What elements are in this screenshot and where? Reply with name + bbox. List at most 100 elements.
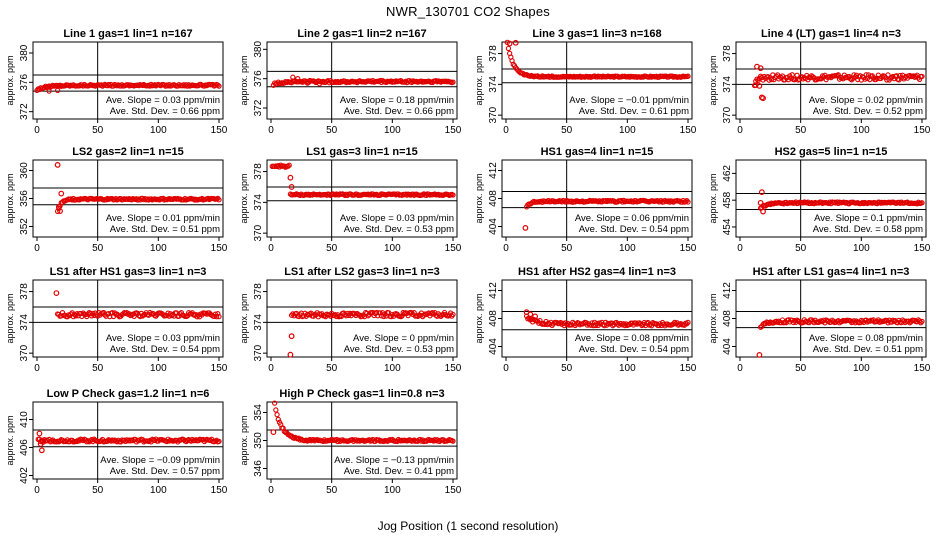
data-series: [287, 309, 456, 358]
data-point: [589, 320, 595, 326]
stddev-annotation: Ave. Std. Dev. = 0.51 ppm: [813, 344, 923, 355]
data-point: [861, 200, 867, 207]
data-point: [370, 309, 376, 316]
y-tick-label: 352: [19, 218, 30, 235]
data-point: [919, 73, 925, 79]
y-axis-label: approx. ppm: [5, 293, 15, 343]
x-tick-label: 50: [326, 485, 338, 496]
outlier-point: [57, 208, 63, 215]
x-tick-label: 150: [680, 125, 697, 136]
plot-frame: [32, 279, 224, 358]
data-point: [510, 61, 516, 68]
data-point: [216, 83, 222, 89]
outlier-point: [54, 161, 61, 168]
outlier-point: [287, 351, 294, 358]
x-tick-label: 100: [384, 363, 401, 374]
outlier-point: [270, 429, 277, 436]
y-tick-label: 356: [19, 190, 30, 207]
outlier-point: [760, 208, 766, 215]
y-axis-label: approx. ppm: [239, 55, 249, 105]
panel-title: Line 4 (LT) gas=1 lin=4 n=3: [761, 28, 901, 40]
panel-title: HS1 gas=4 lin=1 n=15: [541, 146, 654, 158]
x-tick-label: 100: [619, 243, 636, 254]
data-point: [286, 162, 292, 168]
y-axis-label: approx. ppm: [5, 173, 15, 223]
x-tick-label: 50: [795, 243, 807, 254]
x-tick-label: 0: [737, 125, 743, 136]
data-point: [169, 312, 175, 319]
x-tick-label: 0: [737, 243, 743, 254]
stddev-annotation: Ave. Std. Dev. = 0.66 ppm: [110, 106, 220, 117]
slope-annotation: Ave. Slope = 0.18 ppm/min: [340, 95, 454, 106]
data-point: [685, 73, 691, 79]
data-point: [316, 81, 323, 87]
x-tick-label: 0: [503, 125, 509, 136]
x-tick-label: 50: [326, 125, 338, 136]
slope-annotation: Ave. Slope = 0.03 ppm/min: [106, 333, 220, 344]
slope-annotation: Ave. Slope = −0.09 ppm/min: [100, 455, 220, 466]
x-tick-label: 100: [619, 363, 636, 374]
slope-annotation: Ave. Slope = 0.03 ppm/min: [340, 213, 454, 224]
data-series: [757, 189, 925, 215]
slope-annotation: Ave. Slope = −0.13 ppm/min: [334, 455, 454, 466]
x-tick-label: 0: [268, 363, 274, 374]
panel-2: Line 2 gas=1 lin=2 n=167 0 50 100 150 372 376 3…: [239, 28, 462, 136]
data-point: [290, 74, 296, 80]
data-point: [215, 311, 221, 317]
y-tick-label: 380: [19, 44, 30, 61]
x-tick-label: 150: [680, 243, 697, 254]
y-tick-label: 406: [19, 439, 30, 456]
plot-frame: [501, 41, 693, 120]
data-point: [54, 87, 61, 94]
data-point: [633, 320, 639, 326]
panel-5: LS2 gas=2 lin=1 n=15 0 50 100 150 352 356 360 ap…: [5, 146, 228, 254]
y-tick-label: 408: [488, 190, 499, 207]
data-point: [216, 313, 222, 320]
y-tick-label: 370: [722, 106, 733, 123]
panel-title: LS2 gas=2 lin=1 n=15: [72, 146, 184, 158]
slope-annotation: Ave. Slope = 0 ppm/min: [353, 333, 454, 344]
x-tick-label: 50: [795, 363, 807, 374]
y-tick-label: 462: [722, 165, 733, 182]
data-series: [54, 161, 222, 215]
data-point: [663, 73, 669, 79]
plot-frame: [32, 41, 224, 120]
data-series: [270, 400, 456, 445]
page-title: NWR_130701 CO2 Shapes: [386, 4, 550, 19]
data-point: [275, 416, 281, 423]
outlier-point: [58, 190, 65, 197]
x-tick-label: 100: [150, 363, 167, 374]
x-tick-label: 0: [737, 363, 743, 374]
plot-frame: [735, 41, 927, 120]
y-tick-label: 350: [253, 432, 264, 449]
panel-title: Line 2 gas=1 lin=2 n=167: [297, 28, 426, 40]
x-tick-label: 150: [680, 363, 697, 374]
plot-frame: [266, 159, 458, 238]
plot-frame: [32, 401, 224, 480]
data-point: [76, 83, 83, 89]
stddev-annotation: Ave. Std. Dev. = 0.54 ppm: [579, 224, 689, 235]
panel-4: Line 4 (LT) gas=1 lin=4 n=3 0 50 100 150 370 3…: [708, 28, 931, 136]
data-point: [919, 200, 925, 206]
data-series: [751, 63, 925, 102]
y-tick-label: 374: [253, 314, 264, 331]
y-tick-label: 380: [253, 41, 264, 58]
panel-8: HS2 gas=5 lin=1 n=15 0 50 100 150 454 458 462 ap…: [708, 146, 931, 254]
x-tick-label: 100: [384, 243, 401, 254]
x-tick-label: 100: [150, 125, 167, 136]
y-tick-label: 370: [488, 106, 499, 123]
x-tick-label: 0: [268, 485, 274, 496]
x-tick-label: 150: [211, 485, 228, 496]
stddev-annotation: Ave. Std. Dev. = 0.53 ppm: [344, 224, 454, 235]
y-tick-label: 374: [488, 76, 499, 93]
panel-title: HS2 gas=5 lin=1 n=15: [775, 146, 888, 158]
x-tick-label: 50: [795, 125, 807, 136]
x-tick-label: 50: [92, 485, 104, 496]
plot-frame: [735, 159, 927, 238]
y-tick-label: 408: [722, 310, 733, 327]
data-point: [109, 196, 115, 202]
data-point: [800, 76, 806, 82]
x-tick-label: 0: [34, 125, 40, 136]
x-tick-label: 50: [326, 363, 338, 374]
stddev-annotation: Ave. Std. Dev. = 0.61 ppm: [579, 106, 689, 117]
